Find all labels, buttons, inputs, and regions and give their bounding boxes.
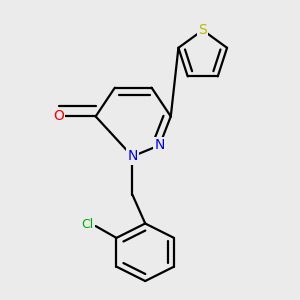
Text: N: N [154, 138, 165, 152]
Text: O: O [53, 110, 64, 123]
Text: S: S [198, 23, 207, 37]
Text: N: N [127, 149, 138, 164]
Text: Cl: Cl [82, 218, 94, 231]
